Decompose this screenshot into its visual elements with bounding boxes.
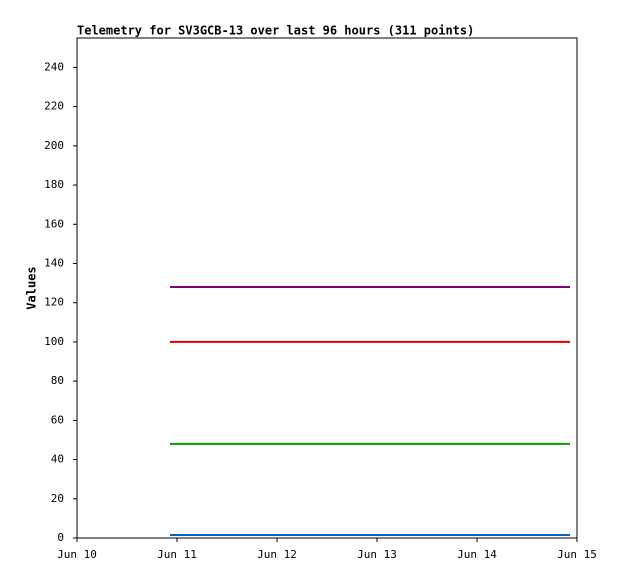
x-tick-label: Jun 10 <box>57 548 97 561</box>
y-axis-label: Values <box>25 266 39 309</box>
y-tick-label: 20 <box>51 492 64 505</box>
x-tick-label: Jun 12 <box>257 548 297 561</box>
x-tick-label: Jun 14 <box>457 548 497 561</box>
y-tick-label: 100 <box>44 335 64 348</box>
y-tick-label: 80 <box>51 374 64 387</box>
y-tick-label: 40 <box>51 453 64 466</box>
plot-frame <box>76 37 578 539</box>
y-tick-label: 200 <box>44 139 64 152</box>
y-tick-label: 120 <box>44 296 64 309</box>
y-tick-label: 240 <box>44 60 64 73</box>
y-tick-label: 160 <box>44 217 64 230</box>
y-tick-label: 0 <box>57 531 64 544</box>
x-tick-label: Jun 11 <box>157 548 197 561</box>
chart-title: Telemetry for SV3GCB-13 over last 96 hou… <box>77 24 474 38</box>
y-tick-label: 220 <box>44 100 64 113</box>
y-tick-label: 60 <box>51 413 64 426</box>
x-tick-label: Jun 15 <box>557 548 597 561</box>
y-tick-label: 180 <box>44 178 64 191</box>
x-tick-label: Jun 13 <box>357 548 397 561</box>
y-tick-label: 140 <box>44 256 64 269</box>
